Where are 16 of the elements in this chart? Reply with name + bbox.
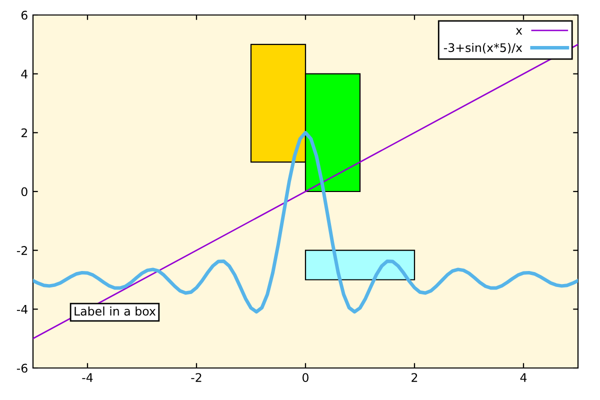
x-tick-label: -4 xyxy=(82,373,93,382)
y-tick-label: 4 xyxy=(21,70,28,78)
line-series xyxy=(33,130,578,314)
x-tick-label: 4 xyxy=(520,373,527,382)
y-tick-label: -6 xyxy=(16,364,28,373)
y-tick-label: 0 xyxy=(21,187,28,196)
y-tick-label: 2 xyxy=(21,128,27,138)
x-tick-label: -2 xyxy=(191,373,202,382)
annotation: Label in a box xyxy=(74,306,156,316)
x-tick-label: 0 xyxy=(302,373,308,382)
legend-label: x xyxy=(516,28,522,35)
y-tick-label: 6 xyxy=(21,10,28,20)
y-tick-label: -2 xyxy=(16,246,27,255)
x-tick-label: 2 xyxy=(412,373,418,382)
y-tick-label: -4 xyxy=(16,305,28,314)
legend-label: -3+sin(x*5)/x xyxy=(444,42,522,54)
